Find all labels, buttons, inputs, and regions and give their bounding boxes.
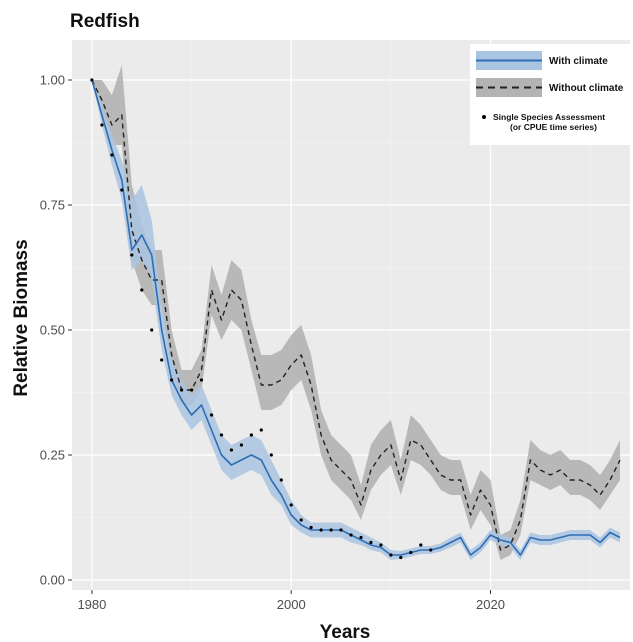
- assessment-point: [110, 153, 114, 157]
- assessment-point: [229, 448, 233, 452]
- assessment-point: [249, 433, 253, 437]
- assessment-point: [279, 478, 283, 482]
- legend-assessment-label-line2: (or CPUE time series): [510, 122, 597, 132]
- legend-with-climate-label: With climate: [549, 56, 608, 67]
- assessment-point: [419, 543, 423, 547]
- legend-without-climate-label: Without climate: [549, 83, 624, 94]
- assessment-point: [160, 358, 164, 362]
- assessment-point: [259, 428, 263, 432]
- assessment-point: [239, 443, 243, 447]
- assessment-point: [269, 453, 273, 457]
- legend: With climate Without climate Single Spec…: [470, 44, 630, 145]
- assessment-point: [289, 503, 293, 507]
- y-tick-label: 0.00: [40, 573, 65, 588]
- series-lines: [91, 79, 621, 556]
- assessment-point: [379, 543, 383, 547]
- x-tick-label: 1980: [77, 597, 106, 612]
- assessment-point: [90, 78, 94, 82]
- x-tick-label: 2020: [476, 597, 505, 612]
- y-axis-ticks: 0.00 0.25 0.50 0.75 1.00: [40, 73, 72, 588]
- assessment-points: [90, 78, 433, 560]
- x-axis-ticks: 1980 2000 2020: [77, 590, 505, 612]
- chart-title: Redfish: [70, 11, 140, 32]
- assessment-point: [170, 378, 174, 382]
- assessment-point: [100, 123, 104, 127]
- assessment-point: [209, 413, 214, 417]
- legend-without-climate-band: [476, 78, 542, 97]
- legend-assessment-point: [482, 115, 486, 119]
- y-tick-label: 0.75: [40, 198, 65, 213]
- assessment-point: [319, 528, 323, 532]
- x-tick-label: 2000: [277, 597, 306, 612]
- with-climate-line: [91, 79, 621, 556]
- assessment-point: [190, 388, 194, 392]
- assessment-point: [130, 253, 134, 257]
- assessment-point: [309, 525, 313, 530]
- assessment-point: [429, 548, 433, 552]
- assessment-point: [389, 553, 393, 557]
- assessment-point: [399, 555, 403, 560]
- assessment-point: [339, 528, 343, 532]
- assessment-point: [219, 433, 224, 437]
- assessment-point: [359, 535, 363, 540]
- assessment-point: [150, 328, 154, 332]
- with-climate-band: [91, 80, 620, 560]
- assessment-point: [199, 378, 204, 382]
- legend-assessment-label-line1: Single Species Assessment: [493, 112, 605, 122]
- assessment-point: [180, 388, 184, 392]
- y-axis-title: Relative Biomass: [11, 239, 32, 396]
- assessment-point: [299, 518, 303, 522]
- assessment-point: [349, 533, 353, 537]
- x-axis-title: Years: [320, 622, 371, 642]
- confidence-bands: [91, 65, 620, 560]
- y-tick-label: 1.00: [40, 73, 65, 88]
- assessment-point: [369, 540, 373, 545]
- assessment-point: [140, 288, 144, 292]
- assessment-point: [409, 550, 413, 555]
- assessment-point: [120, 188, 124, 192]
- y-tick-label: 0.50: [40, 323, 65, 338]
- assessment-point: [329, 528, 333, 532]
- y-tick-label: 0.25: [40, 448, 65, 463]
